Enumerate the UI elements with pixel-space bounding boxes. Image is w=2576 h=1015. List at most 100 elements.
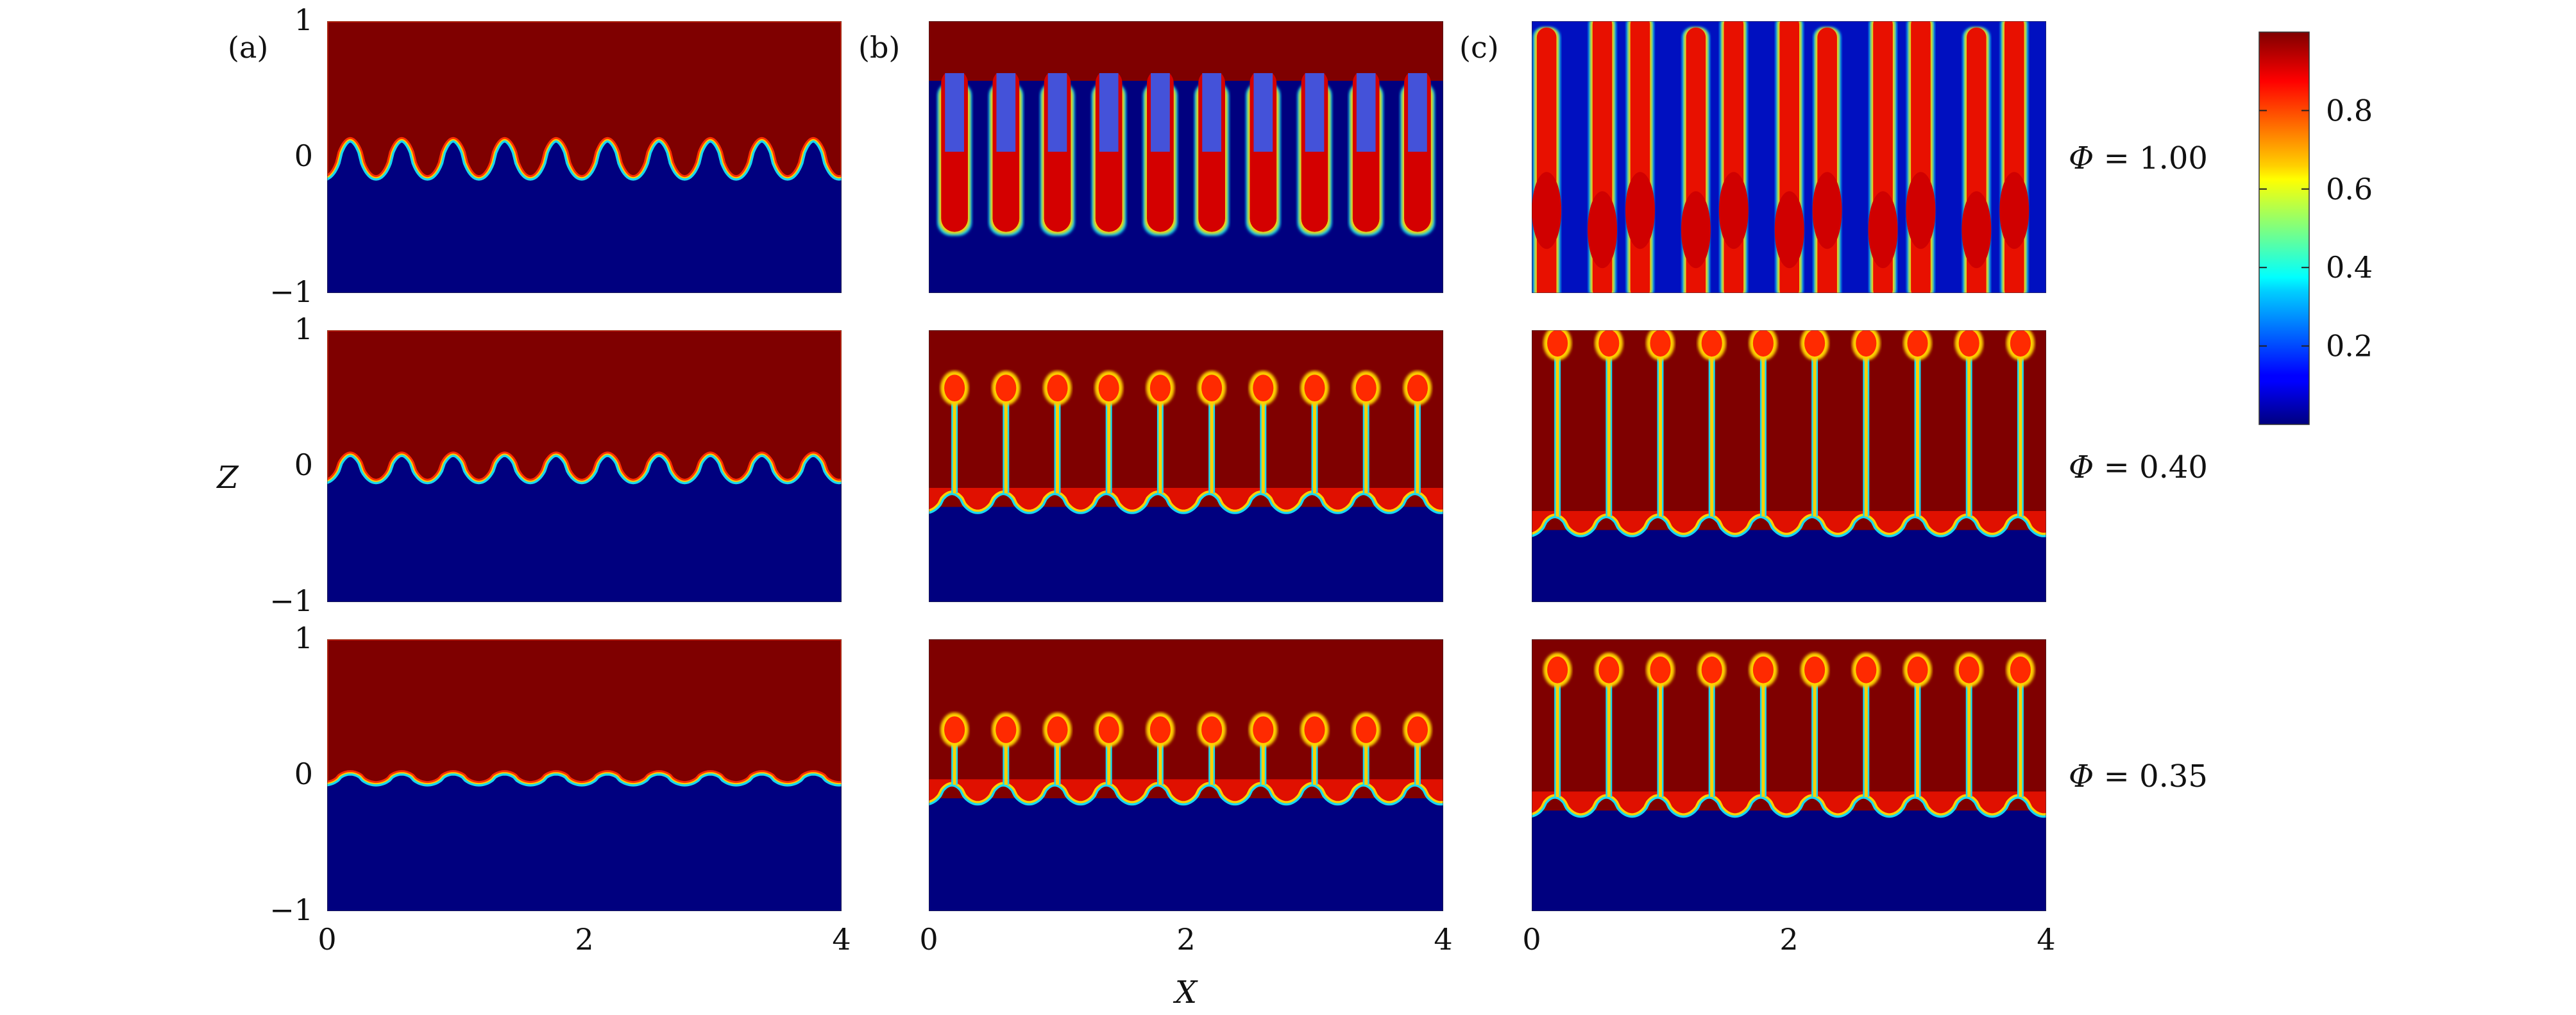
plume-head <box>1253 716 1274 743</box>
x-tick-label: 2 <box>1779 922 1798 957</box>
y-tick-label: 1 <box>294 312 313 346</box>
plume-head <box>1962 191 1992 269</box>
plume-head <box>1804 656 1826 684</box>
plume-head <box>1856 656 1877 684</box>
upper-fluid <box>929 330 1443 488</box>
plume-head <box>1907 330 1928 357</box>
row-label: Φ = 1.00 <box>2069 140 2208 176</box>
plume-head <box>1650 330 1671 357</box>
y-tick-label: −1 <box>269 583 313 618</box>
y-tick-label: 1 <box>294 621 313 655</box>
y-axis-label: Z <box>216 460 239 496</box>
plume-head <box>1407 716 1428 743</box>
y-tick-label: 0 <box>294 138 313 173</box>
upper-fluid <box>929 21 1443 74</box>
colorbar: 0.2 0.4 0.6 0.8 <box>2258 31 2373 425</box>
panel-2-2 <box>1532 639 2046 911</box>
panel-0-0 <box>327 21 842 293</box>
plume-head <box>1588 191 1618 269</box>
x-tick-label: 4 <box>832 922 851 957</box>
plume-head <box>1907 656 1928 684</box>
mixed-plume <box>2004 21 2024 293</box>
finger-core <box>1151 69 1170 152</box>
y-tick-label: −1 <box>269 274 313 309</box>
panel-label: (a) <box>228 30 268 65</box>
upper-fluid <box>327 330 842 481</box>
finger-core <box>1305 69 1325 152</box>
x-tick-label: 2 <box>575 922 593 957</box>
plume-head <box>1752 330 1774 357</box>
panel-1-1 <box>929 330 1443 602</box>
x-tick-label: 2 <box>1176 922 1195 957</box>
plume-head <box>1718 172 1749 249</box>
mixed-plume <box>1911 21 1931 293</box>
mixed-plume <box>1724 21 1744 293</box>
finger-core <box>1356 69 1376 152</box>
colorbar-tick-label: 0.2 <box>2326 329 2373 364</box>
plume-head <box>1598 330 1620 357</box>
colorbar-tick-label: 0.4 <box>2326 250 2373 285</box>
finger-core <box>945 69 964 152</box>
plume-head <box>1304 716 1325 743</box>
plume-head <box>1812 172 1842 249</box>
plume-head <box>1856 330 1877 357</box>
finger-core <box>1047 69 1067 152</box>
plume-head <box>1355 716 1377 743</box>
colorbar-tick-label: 0.8 <box>2326 93 2373 128</box>
y-tick-label: 0 <box>294 757 313 791</box>
plume-head <box>2010 330 2031 357</box>
panel-2-1 <box>1532 330 2046 602</box>
plume-head <box>944 374 965 402</box>
plume-head <box>1304 374 1325 402</box>
panel-2-0 <box>1532 21 2046 293</box>
panel-label: (c) <box>1459 30 1499 65</box>
plume-head <box>1547 330 1568 357</box>
plume-head <box>1650 656 1671 684</box>
finger-core <box>1253 69 1273 152</box>
mixed-plume <box>1817 28 1837 293</box>
panel-0-2 <box>327 639 842 911</box>
x-tick-label: 0 <box>1522 922 1541 957</box>
panels-layer <box>327 21 2046 911</box>
x-axis-label: X <box>1173 975 1198 1011</box>
mixed-plume <box>1967 28 1987 293</box>
plume-head <box>1355 374 1377 402</box>
plume-head <box>1701 656 1722 684</box>
plume-head <box>1625 172 1655 249</box>
plume-head <box>1201 716 1223 743</box>
panel-1-2 <box>929 639 1443 911</box>
upper-fluid <box>327 639 842 784</box>
upper-fluid <box>1532 330 2046 511</box>
upper-fluid <box>327 21 842 178</box>
plume-head <box>1253 374 1274 402</box>
plume-head <box>1407 374 1428 402</box>
finger-core <box>1202 69 1221 152</box>
plume-head <box>2010 656 2031 684</box>
panel-1-0 <box>929 21 1443 293</box>
plume-head <box>1906 172 1936 249</box>
plume-head <box>1047 374 1068 402</box>
finger-core <box>996 69 1016 152</box>
plume-head <box>1999 172 2029 249</box>
row-label: Φ = 0.40 <box>2069 449 2208 485</box>
upper-fluid <box>929 639 1443 780</box>
panel-label: (b) <box>858 30 900 65</box>
plume-head <box>1681 191 1711 269</box>
plume-head <box>996 716 1017 743</box>
plume-head <box>1547 656 1568 684</box>
x-tick-label: 4 <box>2037 922 2055 957</box>
y-tick-label: 0 <box>294 448 313 482</box>
plume-head <box>1804 330 1826 357</box>
x-tick-label: 4 <box>1434 922 1452 957</box>
x-tick-label: 0 <box>318 922 336 957</box>
plume-head <box>1149 716 1171 743</box>
colorbar-gradient <box>2258 31 2310 425</box>
plume-head <box>1149 374 1171 402</box>
finger-core <box>1408 69 1427 152</box>
plume-head <box>1598 656 1620 684</box>
plume-head <box>1047 716 1068 743</box>
colorbar-tick-label: 0.6 <box>2326 172 2373 206</box>
plume-head <box>1958 330 1979 357</box>
x-tick-label: 0 <box>919 922 938 957</box>
